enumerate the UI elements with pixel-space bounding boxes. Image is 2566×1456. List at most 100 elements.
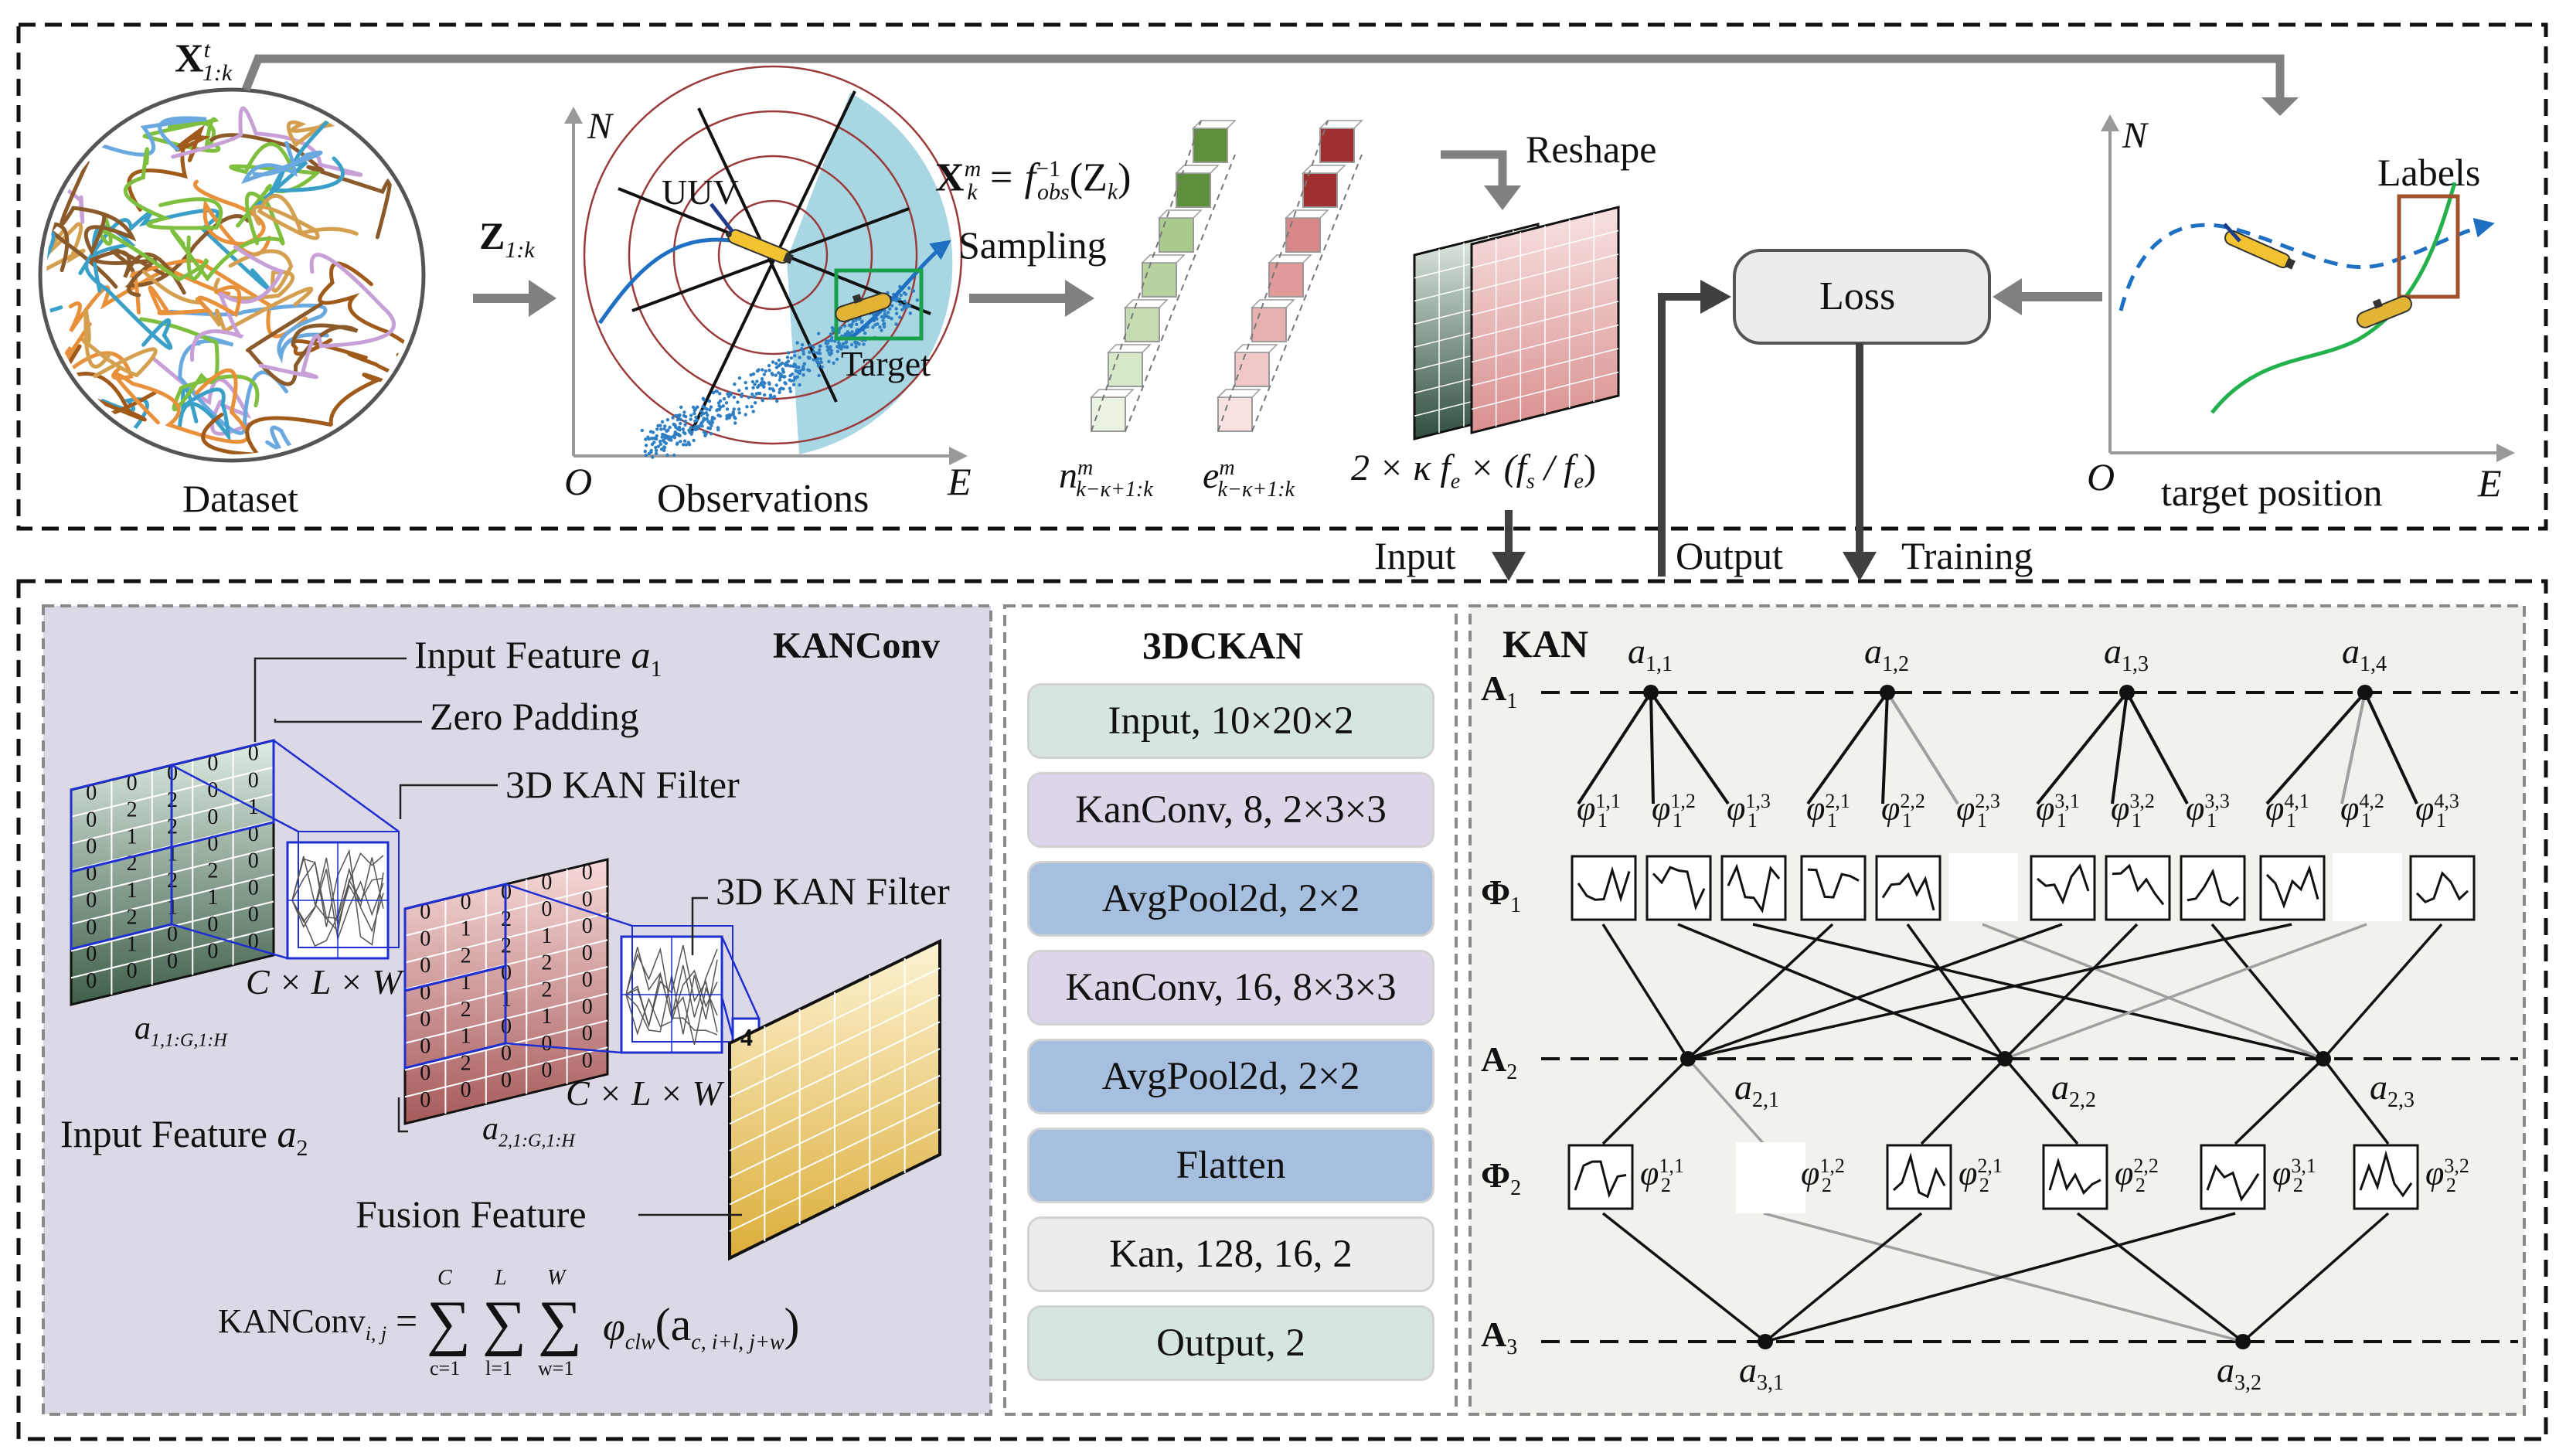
kan-edge bbox=[1649, 691, 1730, 805]
svg-text:2: 2 bbox=[461, 998, 471, 1022]
svg-text:0: 0 bbox=[248, 849, 259, 873]
observations-plot bbox=[564, 65, 968, 465]
kan-node[interactable] bbox=[1997, 1051, 2013, 1066]
phi1-label: φ3,31 bbox=[2186, 789, 2230, 832]
svg-text:1: 1 bbox=[541, 1005, 552, 1029]
obs-axis-o: O bbox=[564, 460, 593, 503]
phi1-box[interactable] bbox=[1720, 855, 1787, 921]
svg-text:2: 2 bbox=[207, 859, 218, 883]
svg-text:0: 0 bbox=[207, 751, 218, 775]
layer-kan[interactable]: Kan, 128, 16, 2 bbox=[1027, 1216, 1434, 1292]
kan-node[interactable] bbox=[2235, 1334, 2251, 1349]
phi1-box[interactable] bbox=[1645, 855, 1712, 921]
phi1-label: φ4,11 bbox=[2265, 789, 2309, 832]
kan-node[interactable] bbox=[1758, 1334, 1773, 1349]
svg-text:0: 0 bbox=[207, 913, 218, 937]
phi1-box[interactable] bbox=[2030, 855, 2096, 921]
svg-text:0: 0 bbox=[541, 897, 552, 921]
row-phi1-label: Φ1 bbox=[1481, 873, 1522, 918]
layer-kanconv-2[interactable]: KanConv, 16, 8×3×3 bbox=[1027, 950, 1434, 1026]
kan-edge bbox=[2003, 1057, 2079, 1145]
svg-text:0: 0 bbox=[86, 942, 97, 966]
svg-text:0: 0 bbox=[582, 995, 593, 1019]
svg-text:0: 0 bbox=[582, 1022, 593, 1046]
seq-n-label: nmk−κ+1:k bbox=[1059, 455, 1153, 502]
dataset-illustration bbox=[38, 87, 426, 463]
layer-flatten[interactable]: Flatten bbox=[1027, 1128, 1434, 1203]
phi1-label: φ1,31 bbox=[1727, 789, 1771, 832]
svg-text:0: 0 bbox=[167, 949, 178, 973]
layer-kanconv-1[interactable]: KanConv, 8, 2×3×3 bbox=[1027, 772, 1434, 848]
phi2-box[interactable] bbox=[1886, 1144, 1952, 1210]
labels-label: Labels bbox=[2377, 151, 2481, 194]
kan-node[interactable] bbox=[2119, 685, 2135, 700]
observation-formula: Xmk = f−1obs(Zk) bbox=[935, 155, 1132, 205]
kan-node-label: a1,4 bbox=[2342, 631, 2387, 677]
phi2-label: φ2,22 bbox=[2115, 1154, 2159, 1197]
kan-node[interactable] bbox=[2316, 1051, 2331, 1066]
kan-edge bbox=[1649, 692, 1655, 805]
reshape-label: Reshape bbox=[1526, 128, 1657, 171]
kan-node-label: a3,1 bbox=[1739, 1350, 1784, 1396]
svg-text:0: 0 bbox=[86, 808, 97, 832]
phi1-curve bbox=[2037, 863, 2090, 905]
layer-input[interactable]: Input, 10×20×2 bbox=[1027, 683, 1434, 759]
layer-output[interactable]: Output, 2 bbox=[1027, 1305, 1434, 1381]
dataset-label: Dataset bbox=[182, 477, 298, 520]
svg-text:1: 1 bbox=[207, 886, 218, 910]
phi2-box[interactable] bbox=[1567, 1144, 1634, 1210]
kanconv-grids: 0000002200012010210001220021100100000000… bbox=[70, 657, 941, 1261]
phi1-curve bbox=[1807, 868, 1860, 899]
kan-node[interactable] bbox=[1880, 685, 1895, 700]
reshape-arrow-line bbox=[1441, 150, 1507, 190]
kan-edge bbox=[1687, 923, 2063, 1060]
layer-avgpool-2[interactable]: AvgPool2d, 2×2 bbox=[1027, 1039, 1434, 1114]
svg-text:2: 2 bbox=[127, 906, 138, 930]
kan-edge bbox=[1881, 692, 1889, 805]
input-feature-2-label: Input Feature a2 bbox=[60, 1112, 308, 1161]
svg-text:0: 0 bbox=[582, 1049, 593, 1073]
phi1-box-empty bbox=[2333, 853, 2402, 921]
phi1-box[interactable] bbox=[2180, 855, 2246, 921]
kan-edge bbox=[1577, 691, 1652, 805]
svg-text:0: 0 bbox=[248, 903, 259, 927]
svg-text:0: 0 bbox=[541, 1059, 552, 1083]
svg-text:2: 2 bbox=[541, 978, 552, 1002]
svg-text:0: 0 bbox=[541, 1032, 552, 1056]
phi1-box[interactable] bbox=[2409, 855, 2476, 921]
phi1-box[interactable] bbox=[1875, 855, 1942, 921]
phi2-curve bbox=[1574, 1160, 1627, 1199]
a1-grid-label: a1,1:G,1:H bbox=[134, 1011, 227, 1051]
row-a1-label: A1 bbox=[1481, 668, 1518, 714]
phi1-curve bbox=[1577, 866, 1631, 903]
svg-text:0: 0 bbox=[420, 927, 431, 951]
cnn-title: 3DCKAN bbox=[1142, 624, 1304, 667]
phi2-label: φ2,12 bbox=[1959, 1154, 2003, 1197]
sampling-label: Sampling bbox=[958, 223, 1107, 267]
kan-network bbox=[1541, 685, 2518, 1349]
phi1-curve bbox=[2265, 865, 2319, 910]
kan-edge bbox=[2076, 1212, 2244, 1343]
kan-node[interactable] bbox=[1643, 685, 1659, 700]
phi1-box[interactable] bbox=[2259, 855, 2326, 921]
svg-text:0: 0 bbox=[167, 923, 178, 947]
svg-text:0: 0 bbox=[207, 778, 218, 802]
kan-node[interactable] bbox=[2357, 685, 2373, 700]
obs-axis-e: E bbox=[948, 460, 972, 503]
training-arrowhead bbox=[1843, 552, 1877, 581]
kan-node[interactable] bbox=[1680, 1051, 1696, 1066]
kan-edge bbox=[1752, 923, 2324, 1060]
svg-text:0: 0 bbox=[582, 861, 593, 885]
sum-2: ∑ bbox=[482, 1289, 527, 1357]
phi1-box[interactable] bbox=[1800, 855, 1867, 921]
svg-text:1: 1 bbox=[461, 917, 471, 941]
uuv-label: UUV bbox=[662, 172, 739, 212]
svg-text:1: 1 bbox=[127, 932, 138, 956]
kanconv-formula-head: KANConvi, j bbox=[218, 1302, 387, 1345]
clw-label-2: C × L × W bbox=[566, 1073, 722, 1113]
layer-avgpool-1[interactable]: AvgPool2d, 2×2 bbox=[1027, 861, 1434, 937]
target-label: Target bbox=[841, 344, 931, 383]
kan-node-label: a3,2 bbox=[2217, 1350, 2261, 1396]
kan-node-label: a2,2 bbox=[2051, 1067, 2096, 1113]
